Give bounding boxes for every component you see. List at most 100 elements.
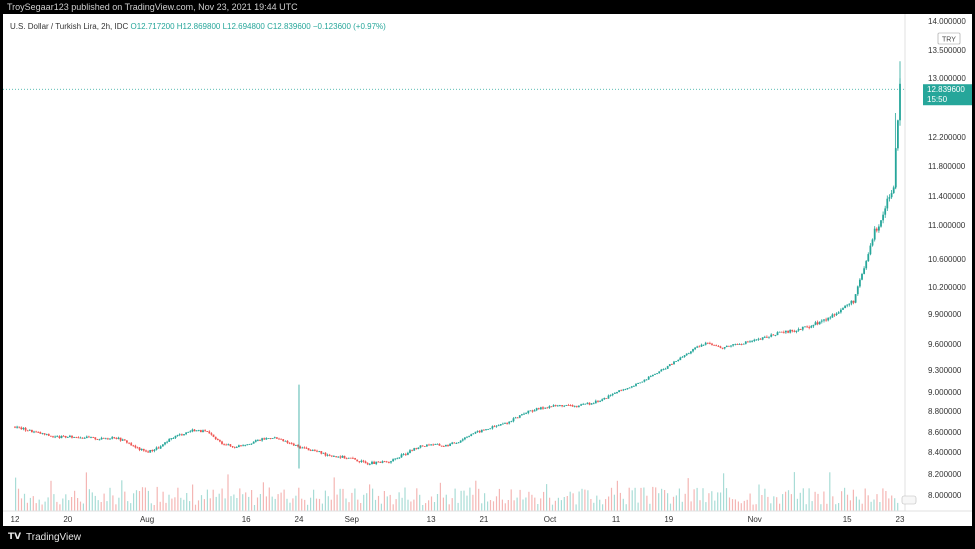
candle-body xyxy=(183,434,185,436)
y-tick-label: 11.400000 xyxy=(928,192,966,201)
volume-bar xyxy=(705,502,707,511)
candle-body xyxy=(588,402,591,405)
volume-bar xyxy=(401,497,403,511)
volume-bar xyxy=(442,497,444,511)
candle-body xyxy=(164,442,166,445)
tradingview-logo-icon[interactable]: TV xyxy=(8,532,22,542)
volume-bar xyxy=(180,497,182,511)
volume-bar xyxy=(543,491,545,511)
volume-bar xyxy=(77,498,79,511)
candle-body xyxy=(162,444,164,447)
volume-bar xyxy=(192,484,194,511)
x-tick-label: 11 xyxy=(612,515,621,524)
volume-bar xyxy=(112,495,114,511)
volume-bar xyxy=(286,498,288,511)
candle-body xyxy=(238,445,240,448)
candle-body xyxy=(339,456,342,458)
candle-body xyxy=(713,344,715,346)
volume-bar xyxy=(168,494,170,511)
candle-body xyxy=(578,405,580,407)
volume-bar xyxy=(489,500,492,511)
candle-body xyxy=(470,434,473,436)
volume-bar xyxy=(728,497,731,511)
tradingview-brand[interactable]: TradingView xyxy=(26,532,82,543)
volume-bar xyxy=(587,490,589,511)
candle-body xyxy=(719,346,722,348)
volume-bar xyxy=(233,494,235,511)
publisher-bar: TroySegaar123 published on TradingView.c… xyxy=(0,0,975,14)
candle-body xyxy=(130,443,133,446)
candle-body xyxy=(795,330,798,332)
candle-body xyxy=(385,461,388,463)
candle-body xyxy=(734,344,737,345)
volume-bar xyxy=(664,490,666,511)
volume-bar xyxy=(259,494,261,511)
candle-body xyxy=(561,405,563,407)
volume-bar xyxy=(71,497,73,511)
candle-body xyxy=(827,317,830,321)
currency-badge[interactable] xyxy=(937,32,961,45)
volume-bar xyxy=(661,488,663,511)
candle-body xyxy=(571,405,574,407)
volume-bar xyxy=(79,501,82,511)
candle-body xyxy=(569,405,572,406)
candle-body xyxy=(810,326,813,328)
volume-bar xyxy=(616,480,618,511)
candle-body xyxy=(324,452,327,456)
candle-body xyxy=(415,448,418,450)
y-tick-label: 8.600000 xyxy=(928,428,962,437)
volume-bar xyxy=(746,499,748,511)
candle-body xyxy=(778,331,781,333)
price-chart[interactable]: 14.000000 13.500000 13.000000 12.200000 11.8… xyxy=(3,14,972,526)
volume-bar xyxy=(734,499,736,511)
volume-bar xyxy=(68,500,70,511)
candle-body xyxy=(69,435,71,437)
volume-bar xyxy=(59,504,61,511)
y-tick-label: 9.900000 xyxy=(928,310,962,319)
candle-body xyxy=(685,353,688,356)
candle-body xyxy=(176,435,179,436)
volume-bar xyxy=(549,497,551,511)
volume-bar xyxy=(144,487,146,511)
volume-bar xyxy=(56,501,58,511)
volume-bar xyxy=(894,498,896,511)
chart-area[interactable]: 14.000000 13.500000 13.000000 12.200000 11.8… xyxy=(3,14,972,526)
candle-body xyxy=(375,461,378,464)
y-tick-label: 13.000000 xyxy=(928,74,966,83)
candle-body xyxy=(145,450,147,452)
volume-bar xyxy=(870,501,872,511)
volume-bar xyxy=(253,505,256,511)
candle-body xyxy=(489,428,492,430)
candle-body xyxy=(377,461,380,463)
candle-body xyxy=(785,330,787,333)
volume-bar xyxy=(472,494,474,511)
y-tick-label: 9.600000 xyxy=(928,340,962,349)
candle-body xyxy=(774,335,777,336)
candle-body xyxy=(290,443,293,445)
candle-body xyxy=(842,308,844,310)
candle-body xyxy=(149,450,152,453)
y-tick-label: 10.600000 xyxy=(928,255,966,264)
candle-body xyxy=(770,334,773,337)
volume-bar xyxy=(767,496,769,511)
candle-body xyxy=(679,357,682,361)
volume-bar xyxy=(174,497,176,511)
volume-bar xyxy=(605,499,607,511)
volume-bar xyxy=(835,504,837,511)
settings-icon[interactable] xyxy=(901,495,917,505)
volume-bar xyxy=(546,484,548,511)
candle-body xyxy=(552,405,555,407)
candle-body xyxy=(257,440,259,441)
volume-bar xyxy=(100,502,102,511)
candle-body xyxy=(64,436,67,438)
candle-body xyxy=(383,461,386,463)
candle-body xyxy=(485,429,487,430)
candle-body xyxy=(740,344,743,345)
candle-body xyxy=(28,429,31,431)
y-tick-label: 9.000000 xyxy=(928,388,962,397)
volume-bar xyxy=(280,492,282,511)
volume-bar xyxy=(534,497,536,511)
volume-bar xyxy=(773,496,775,511)
candle-body xyxy=(261,438,263,441)
candle-body xyxy=(223,443,225,445)
